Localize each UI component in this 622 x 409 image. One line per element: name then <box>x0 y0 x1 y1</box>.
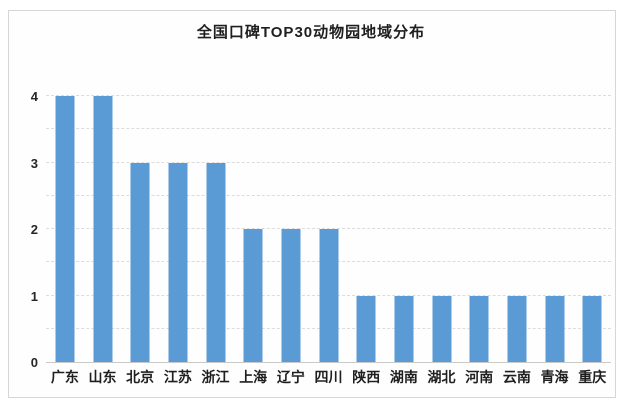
bar-slot <box>498 96 536 362</box>
bar-slot <box>121 96 159 362</box>
bar-slot <box>536 96 574 362</box>
x-tick-label: 浙江 <box>201 369 230 385</box>
bar-上海 <box>243 229 263 362</box>
x-tick-label: 上海 <box>239 369 268 385</box>
bar-slot <box>46 96 84 362</box>
bar-slot <box>460 96 498 362</box>
x-tick-label: 北京 <box>126 369 155 385</box>
bar-slot <box>272 96 310 362</box>
bar-广东 <box>55 96 75 362</box>
bar-slot <box>197 96 235 362</box>
bar-河南 <box>469 295 489 362</box>
gridline <box>46 95 611 96</box>
bar-湖南 <box>394 295 414 362</box>
chart-title: 全国口碑TOP30动物园地域分布 <box>196 24 426 41</box>
gridline <box>46 228 611 229</box>
bar-slot <box>84 96 122 362</box>
x-tick-label: 河南 <box>465 369 494 385</box>
y-tick-label: 1 <box>30 288 38 304</box>
x-tick-label: 山东 <box>88 369 117 385</box>
bar-slot <box>573 96 611 362</box>
x-tick-label: 四川 <box>314 369 343 385</box>
bar-湖北 <box>432 295 452 362</box>
bar-四川 <box>319 229 339 362</box>
y-tick-label: 4 <box>30 89 38 104</box>
gridline <box>46 128 611 130</box>
bar-slot <box>347 96 385 362</box>
plot-area <box>46 95 611 362</box>
bar-重庆 <box>582 295 602 362</box>
x-tick-label: 陕西 <box>352 369 381 385</box>
bar-slot <box>310 96 348 362</box>
x-tick-label: 湖北 <box>427 369 456 385</box>
bars-row <box>46 96 611 362</box>
gridline <box>46 194 611 196</box>
bar-山东 <box>93 96 112 362</box>
y-tick-label: 2 <box>30 222 38 237</box>
bar-陕西 <box>356 295 376 362</box>
x-tick-label: 辽宁 <box>276 369 305 385</box>
x-tick-label: 青海 <box>540 369 569 385</box>
x-axis-line <box>46 362 611 363</box>
bar-slot <box>234 96 272 362</box>
bar-江苏 <box>168 162 188 362</box>
x-axis: 广东 山东 北京 江苏 浙江 上海 辽宁 四川 陕西 湖南 湖北 河南 云南 青海 重庆 <box>46 368 611 386</box>
gridline <box>46 161 611 163</box>
bar-云南 <box>507 295 527 362</box>
bar-青海 <box>545 295 565 362</box>
bar-浙江 <box>206 162 226 362</box>
bar-北京 <box>130 162 150 362</box>
y-tick-label: 0 <box>30 355 38 370</box>
x-tick-label: 江苏 <box>163 369 192 385</box>
bar-slot <box>423 96 461 362</box>
x-tick-label: 云南 <box>502 369 531 385</box>
x-tick-label: 湖南 <box>389 369 418 385</box>
x-tick-label: 广东 <box>50 369 79 385</box>
y-tick-label: 3 <box>30 155 38 171</box>
bar-slot <box>385 96 423 362</box>
x-tick-label: 重庆 <box>578 369 607 385</box>
bar-辽宁 <box>281 229 301 362</box>
bar-slot <box>159 96 197 362</box>
